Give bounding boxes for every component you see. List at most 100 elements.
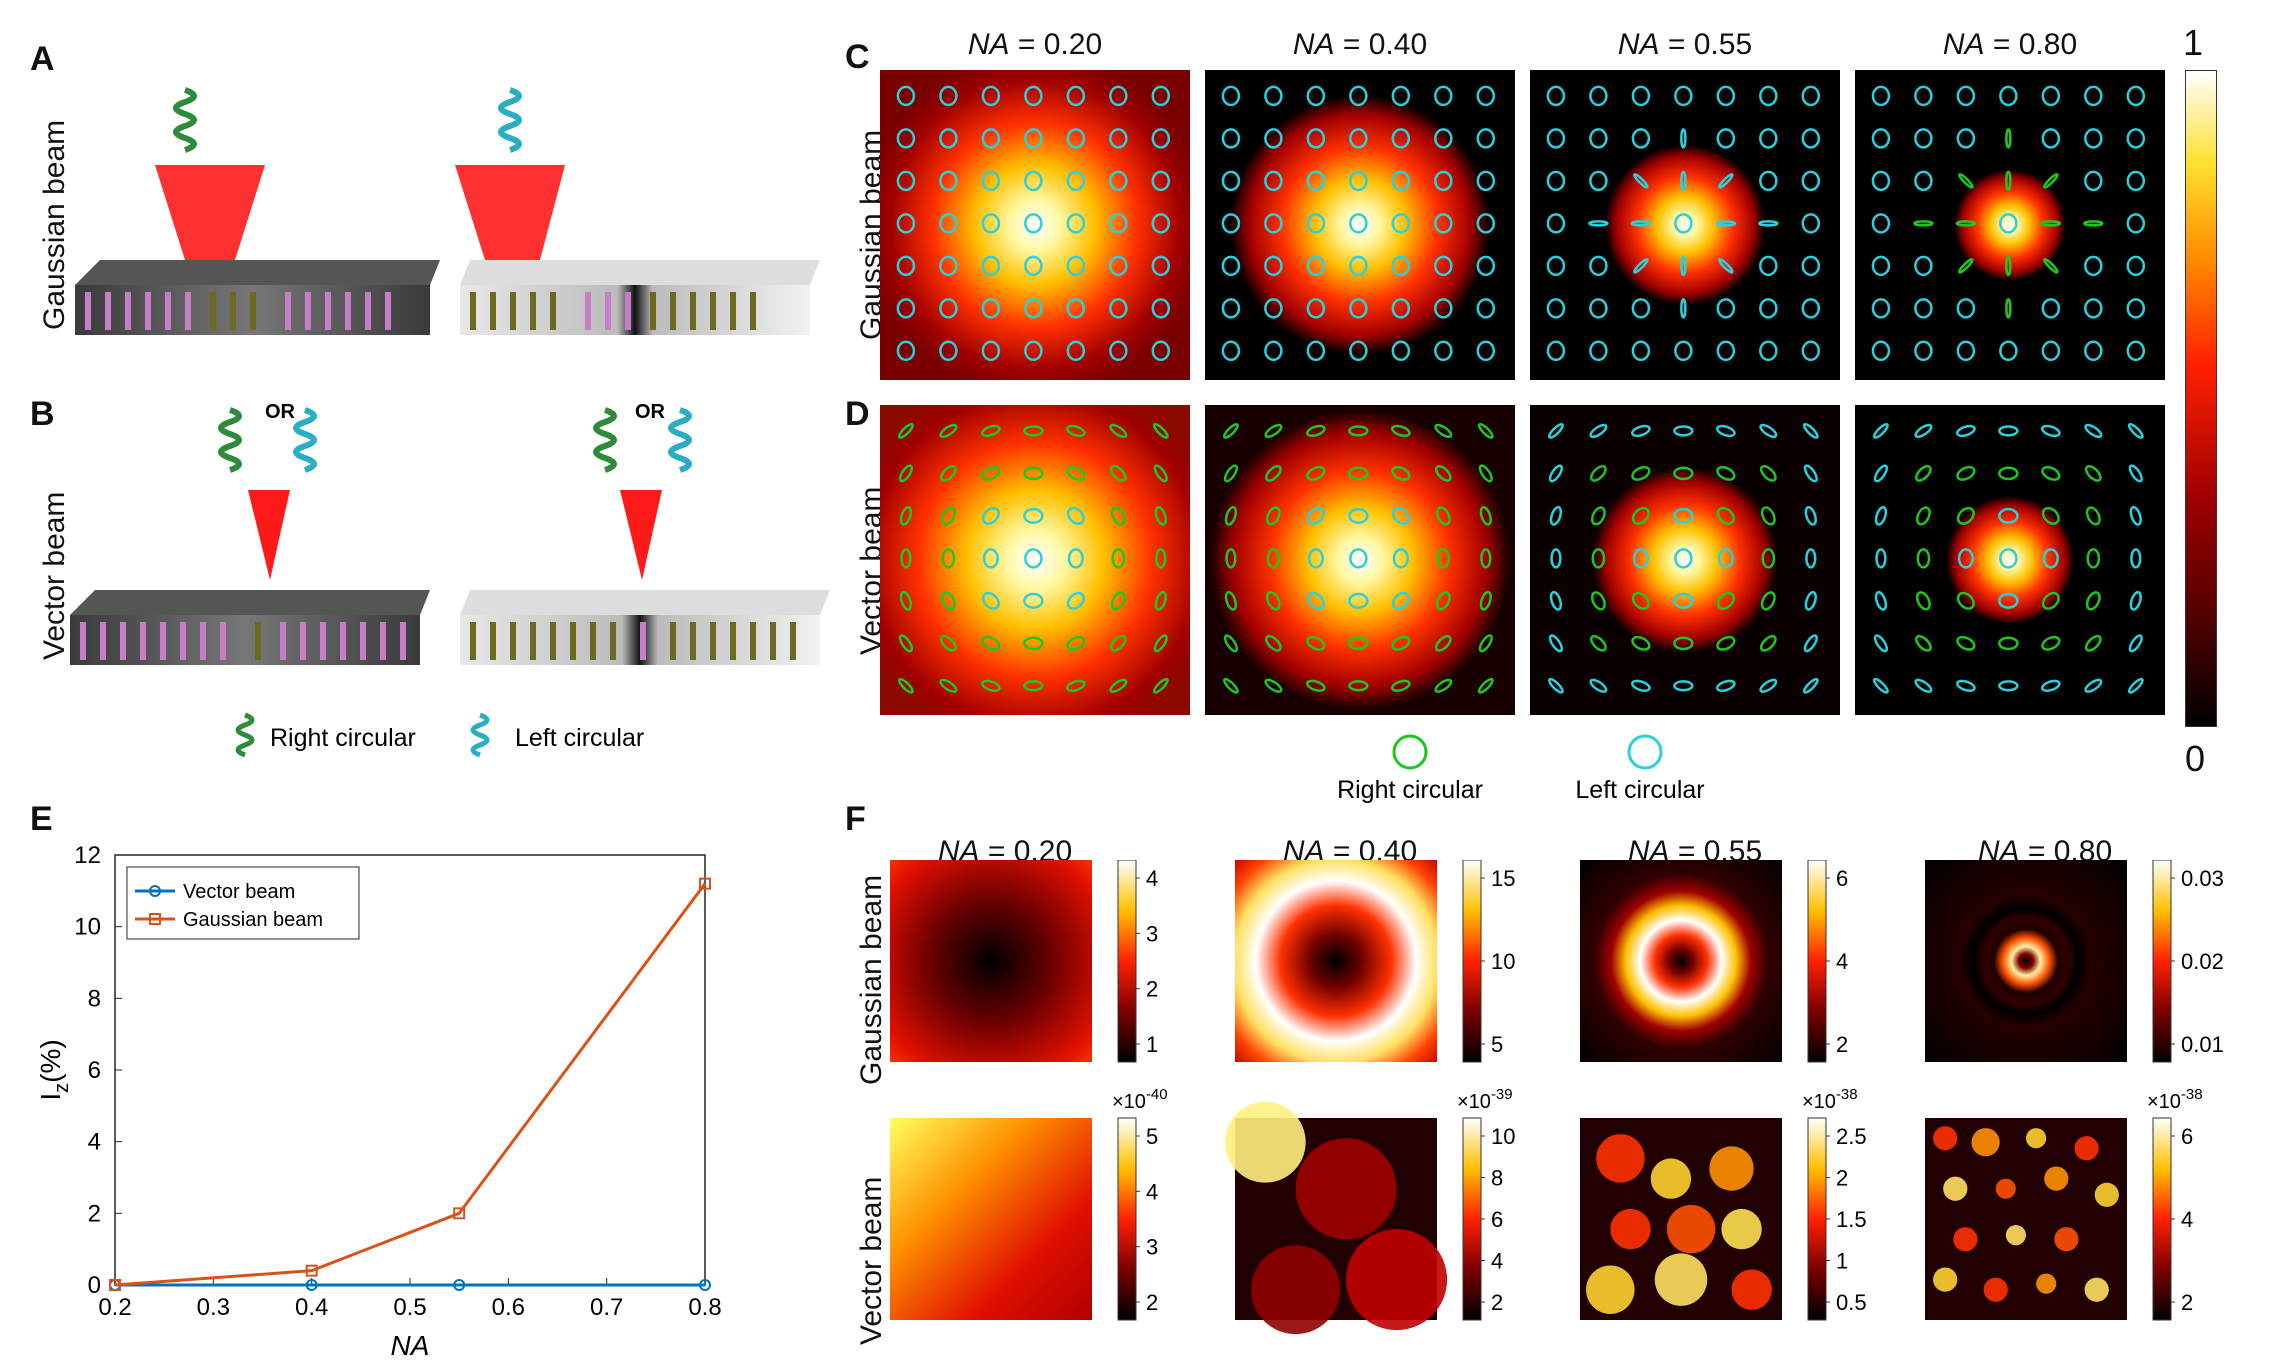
polarization-ellipse: [1066, 591, 1085, 610]
polarization-ellipse: [897, 677, 914, 694]
polarization-ellipse: [896, 85, 916, 107]
polarization-ellipse: [1434, 340, 1453, 362]
colorbar-tick: 0.02: [2181, 949, 2224, 974]
polarization-ellipse: [1801, 340, 1821, 362]
polarization-ellipse: [2041, 128, 2061, 149]
polarization-ellipse: [1680, 128, 1687, 149]
polarization-ellipse: [1759, 465, 1777, 482]
polarization-ellipse: [1914, 85, 1933, 107]
polarization-ellipse: [1998, 680, 2019, 692]
polarization-ellipse: [2126, 298, 2146, 319]
polarization-ellipse: [981, 635, 1001, 651]
polarization-ellipse: [1955, 424, 1976, 438]
polarization-ellipse: [2042, 548, 2059, 569]
schematic-b-left: OR: [70, 401, 430, 665]
map-C-1: [880, 70, 1190, 380]
polarization-ellipse: [1716, 635, 1736, 651]
polarization-ellipse: [896, 170, 916, 192]
polarization-ellipse: [1914, 128, 1933, 149]
x-tick-label: 0.2: [98, 1294, 131, 1321]
panel-letter-c: C: [845, 38, 870, 76]
x-tick-label: 0.3: [197, 1294, 230, 1321]
polarization-ellipse: [1716, 506, 1735, 525]
polarization-ellipse: [1875, 548, 1887, 569]
intensity-maps-cd: [880, 70, 2165, 715]
polarization-ellipse: [1759, 85, 1778, 107]
polarization-ellipse: [2040, 424, 2061, 438]
polarization-ellipse: [1759, 634, 1777, 652]
polarization-ellipse: [1391, 128, 1411, 149]
polarization-ellipse: [1715, 424, 1736, 438]
polarization-ellipse: [1716, 340, 1736, 362]
polarization-ellipse: [1631, 465, 1651, 481]
polarization-ellipse: [1589, 255, 1608, 277]
intensity-blob: [2094, 1182, 2119, 1207]
polarization-ellipse: [939, 85, 958, 107]
polarization-ellipse: [981, 506, 1000, 525]
polarization-ellipse: [896, 128, 916, 149]
colorbar-tick: 6: [1491, 1207, 1503, 1232]
y-tick-label: 10: [74, 914, 101, 941]
polarization-ellipse: [1673, 636, 1694, 651]
polarization-ellipse: [1874, 590, 1888, 611]
right-circular-legend-icon: [1392, 734, 1428, 770]
colorbar-tick: 1: [1146, 1032, 1158, 1057]
f-gauss-map-3: [1580, 860, 1782, 1062]
polarization-ellipse: [1476, 128, 1496, 149]
polarization-ellipse: [1480, 548, 1492, 569]
polarization-ellipse: [2041, 298, 2061, 319]
left-circular-icon: [470, 712, 490, 758]
polarization-ellipse: [1873, 634, 1889, 653]
polarization-ellipse: [898, 634, 914, 653]
polarization-ellipse: [1874, 505, 1888, 526]
polarization-ellipse: [1391, 340, 1411, 362]
polarization-ellipse: [1348, 636, 1369, 651]
polarization-ellipse: [1349, 128, 1368, 149]
polarization-ellipse: [1434, 298, 1453, 319]
polarization-ellipse: [1225, 548, 1237, 569]
polarization-ellipse: [1306, 85, 1326, 107]
colorbar-tick: 5: [1146, 1124, 1158, 1149]
polarization-ellipse: [1151, 170, 1171, 192]
polarization-ellipse: [1761, 548, 1776, 569]
polarization-ellipse: [1066, 128, 1086, 149]
polarization-ellipse: [1264, 128, 1283, 149]
polarization-ellipse: [1631, 635, 1651, 651]
helix-legend: Right circular Left circular: [235, 712, 644, 758]
polarization-ellipse: [2126, 170, 2146, 192]
f-vector-map-2: [1224, 1101, 1448, 1335]
polarization-ellipse: [1631, 340, 1651, 362]
polarization-ellipse: [1110, 591, 1126, 611]
polarization-ellipse: [1802, 422, 1819, 439]
polarization-ellipse: [1109, 423, 1128, 439]
polarization-ellipse: [1549, 505, 1563, 526]
polarization-ellipse: [1479, 505, 1492, 526]
polarization-ellipse: [1222, 422, 1239, 439]
data-point: [305, 1279, 318, 1291]
polarization-ellipse: [1914, 340, 1933, 362]
polarization-ellipse: [1264, 678, 1283, 693]
polarization-ellipse: [2084, 634, 2102, 652]
polarization-ellipse: [1391, 635, 1411, 651]
polarization-ellipse: [1673, 425, 1694, 437]
polarization-ellipse: [1265, 634, 1282, 652]
polarization-ellipse: [1801, 213, 1821, 234]
colorbar-tick: 2: [1836, 1166, 1848, 1191]
polarization-ellipse: [1264, 170, 1283, 192]
polarization-ellipse: [1265, 465, 1282, 482]
polarization-ellipse: [1152, 677, 1169, 694]
polarization-ellipse: [2084, 128, 2103, 149]
polarization-ellipse: [1390, 424, 1411, 438]
polarization-ellipse: [2041, 465, 2061, 481]
na-title-c-2: NA = 0.40: [1292, 28, 1428, 61]
polarization-ellipse: [1998, 466, 2019, 481]
polarization-ellipse: [1631, 506, 1650, 525]
polarization-ellipse: [1478, 634, 1493, 653]
polarization-ellipse: [900, 548, 912, 569]
polarization-ellipse: [1630, 679, 1651, 692]
polarization-ellipse: [1549, 590, 1563, 611]
polarization-ellipse: [1718, 258, 1734, 274]
polarization-ellipse: [1109, 678, 1128, 693]
polarization-ellipse: [2083, 220, 2104, 227]
y-tick-label: 8: [88, 985, 101, 1012]
